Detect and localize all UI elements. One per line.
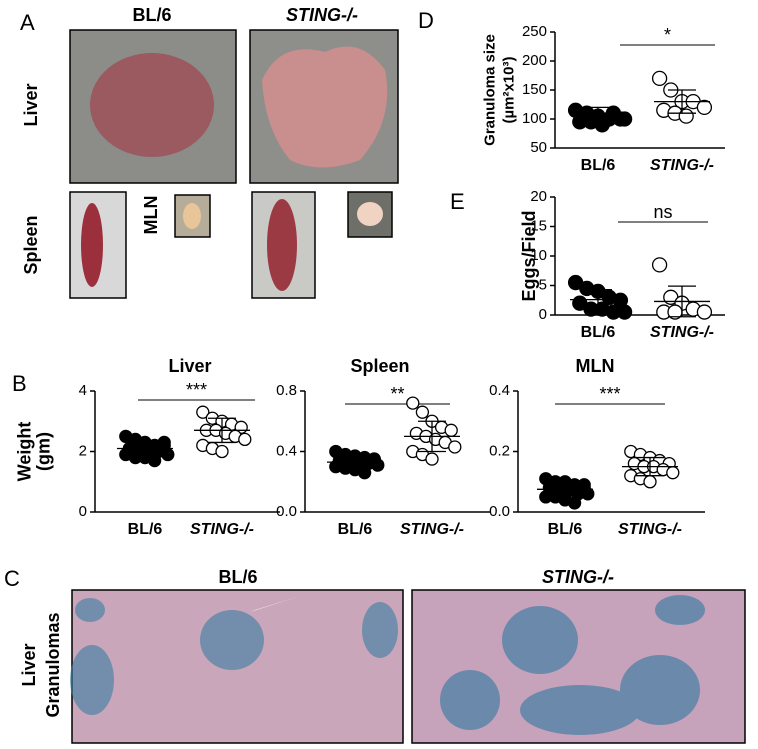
y-tick-label: 0 (79, 503, 87, 520)
y-tick-label: 0.8 (276, 382, 297, 399)
x-tick-label: STING-/- (650, 324, 714, 341)
data-point (196, 405, 210, 419)
significance-label: *** (599, 384, 620, 404)
x-tick-label: BL/6 (128, 521, 163, 538)
significance-label: ns (653, 202, 672, 222)
y-tick-label: 0 (539, 306, 547, 323)
panel-label: C (4, 566, 20, 591)
column-label: STING-/- (542, 567, 614, 587)
panel-label: E (450, 189, 465, 214)
y-tick-label: 200 (522, 52, 547, 69)
data-point (406, 396, 420, 410)
x-tick-label: STING-/- (618, 521, 682, 538)
data-point (616, 111, 633, 127)
data-point (696, 304, 713, 320)
data-point (616, 304, 633, 320)
y-tick-label: 0.0 (276, 503, 297, 520)
data-point (577, 478, 591, 492)
data-point (425, 452, 439, 466)
x-tick-label: STING-/- (400, 521, 464, 538)
chart-title: MLN (576, 356, 615, 376)
row-label: Granulomas (43, 612, 63, 717)
data-point (357, 466, 372, 480)
significance-label: * (664, 25, 671, 45)
chart-title: Spleen (350, 356, 409, 376)
y-tick-label: 0.4 (489, 382, 510, 399)
data-point (444, 423, 458, 437)
significance-label: *** (186, 380, 207, 400)
data-point (594, 117, 610, 133)
y-axis-label: Eggs/Field (519, 210, 539, 301)
x-tick-label: STING-/- (650, 157, 714, 174)
data-point (651, 70, 668, 87)
y-tick-label: 15 (530, 217, 547, 234)
data-point (678, 108, 694, 124)
y-tick-label: 5 (539, 276, 547, 293)
y-tick-label: 10 (530, 247, 547, 264)
row-label: Liver (21, 83, 41, 126)
y-axis-label: Granuloma size (481, 34, 498, 146)
y-axis-label: Weight (14, 422, 34, 482)
y-tick-label: 4 (79, 382, 87, 399)
data-point (643, 475, 657, 489)
organ-photos (69, 29, 399, 299)
y-axis-label: (gm) (33, 432, 53, 471)
x-tick-label: BL/6 (581, 324, 616, 341)
y-tick-label: 0.2 (489, 442, 510, 459)
column-label: BL/6 (132, 5, 171, 25)
y-tick-label: 20 (530, 188, 547, 205)
data-point (696, 99, 713, 116)
column-label: BL/6 (218, 567, 257, 587)
panel-label: A (20, 10, 35, 35)
y-tick-label: 50 (530, 139, 547, 156)
x-tick-label: BL/6 (338, 521, 373, 538)
y-tick-label: 2 (79, 442, 87, 459)
x-tick-label: BL/6 (581, 157, 616, 174)
y-axis-label: (µm²x10³) (500, 57, 517, 124)
data-point (666, 466, 680, 480)
x-tick-label: STING-/- (190, 521, 254, 538)
column-label: STING-/- (286, 5, 358, 25)
data-point (215, 444, 229, 459)
panel-label: D (418, 8, 434, 33)
x-tick-label: BL/6 (548, 521, 583, 538)
y-tick-label: 100 (522, 110, 547, 127)
data-point (567, 496, 582, 510)
y-tick-label: 250 (522, 23, 547, 40)
data-point (147, 453, 162, 468)
y-tick-label: 0.0 (489, 503, 510, 520)
significance-label: ** (390, 384, 404, 404)
data-point (651, 257, 668, 273)
data-point (367, 452, 381, 466)
chart-title: Liver (168, 356, 211, 376)
data-point (238, 432, 252, 447)
y-tick-label: 150 (522, 81, 547, 98)
histology-images (70, 589, 746, 744)
data-point (415, 405, 430, 419)
row-label: MLN (141, 196, 161, 235)
data-point (161, 447, 175, 462)
row-label: Liver (19, 643, 39, 686)
data-point (157, 435, 171, 450)
y-tick-label: 0.4 (276, 442, 297, 459)
row-label: Spleen (21, 215, 41, 274)
data-point (448, 440, 462, 454)
panel-label: B (12, 371, 27, 396)
